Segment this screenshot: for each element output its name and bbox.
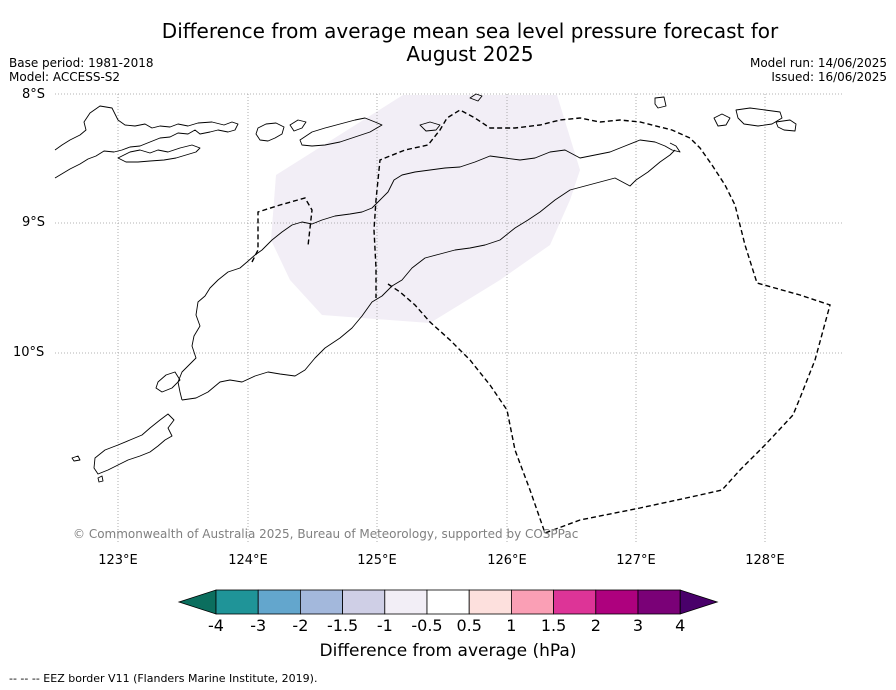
coastline-alor-east (299, 117, 383, 147)
colorbar-bin (510, 589, 554, 615)
lon-label-125e: 125°E (357, 553, 397, 568)
coastline-atauro (419, 121, 441, 132)
coastline-pantar (289, 119, 307, 132)
lon-label-123e: 123°E (98, 553, 138, 568)
colorbar-tick-label: 4 (675, 616, 686, 635)
coastline-timor-west (177, 261, 248, 401)
lat-label-10s: 10°S (13, 345, 45, 360)
map-title-line2: August 2025 (406, 42, 534, 66)
colorbar-tick-label: -0.5 (411, 616, 443, 635)
coastlines (54, 93, 797, 483)
colorbar-tick-label: -2 (292, 616, 309, 635)
coastline-leti (775, 119, 797, 132)
graticule (55, 93, 843, 542)
coastline-damar (735, 107, 783, 127)
colorbar-bin (468, 589, 512, 615)
coastline-wetar (654, 96, 667, 109)
colorbar-bin (299, 589, 343, 615)
eez-footnote: -- -- -- EEZ border V11 (Flanders Marine… (9, 672, 318, 685)
lat-label-8s: 8°S (22, 87, 46, 102)
colorbar-tick-label: -1.5 (326, 616, 359, 635)
colorbar-tick-label: -1 (376, 616, 393, 635)
colorbar-tick-label: 2 (590, 616, 601, 635)
coastline-flores-inner (117, 144, 201, 163)
coastline-alor (255, 122, 285, 142)
colorbar-bin (215, 589, 259, 615)
copyright-text: © Commonwealth of Australia 2025, Bureau… (73, 527, 579, 541)
lon-label-126e: 126°E (487, 553, 527, 568)
coastline-kisar (469, 93, 483, 102)
colorbar-bin (257, 589, 301, 615)
colorbar-bin (384, 589, 428, 615)
colorbar-bin (553, 589, 597, 615)
model-run-text: Model run: 14/06/2025 (749, 56, 887, 70)
colorbar-tick-label: 0.5 (456, 616, 482, 635)
colorbar-tick-label: 3 (632, 616, 644, 635)
coastline-flores-north (54, 105, 239, 179)
lon-label-124e: 124°E (228, 553, 268, 568)
map-title: Difference from average mean sea level p… (70, 20, 870, 66)
base-period-text: Base period: 1981-2018 (9, 56, 154, 70)
coastline-semau (155, 371, 181, 393)
anomaly-shaded-region (271, 95, 580, 323)
lon-label-127e: 127°E (616, 553, 656, 568)
coastline-timor-south (181, 149, 676, 401)
colorbar-under-triangle (177, 589, 217, 615)
colorbar-bin (595, 589, 639, 615)
coastline-ndao (71, 455, 81, 462)
colorbar-over-triangle (679, 589, 719, 615)
lon-label-128e: 128°E (745, 553, 785, 568)
colorbar-title: Difference from average (hPa) (319, 641, 577, 661)
colorbar-tick-label: 1 (506, 616, 517, 635)
colorbar-bin (426, 589, 470, 615)
colorbar-tick-label: -4 (208, 616, 224, 635)
coastline-timor-north (246, 139, 681, 263)
colorbar-bin (637, 589, 681, 615)
issued-text: Issued: 16/06/2025 (771, 70, 887, 84)
eez-border (251, 109, 831, 534)
colorbar-tick-label: -3 (250, 616, 267, 635)
coastline-small-isle (97, 475, 104, 483)
map-title-line1: Difference from average mean sea level p… (161, 19, 779, 43)
lat-label-9s: 9°S (22, 215, 46, 230)
meta-right: Model run: 14/06/2025 Issued: 16/06/2025 (750, 56, 887, 84)
meta-left: Base period: 1981-2018 Model: ACCESS-S2 (9, 56, 154, 84)
coastline-romang (713, 113, 731, 127)
colorbar-bin (342, 589, 386, 615)
colorbar-tick-label: 1.5 (540, 616, 567, 635)
model-text: Model: ACCESS-S2 (9, 70, 121, 84)
coastline-rote (93, 413, 175, 475)
